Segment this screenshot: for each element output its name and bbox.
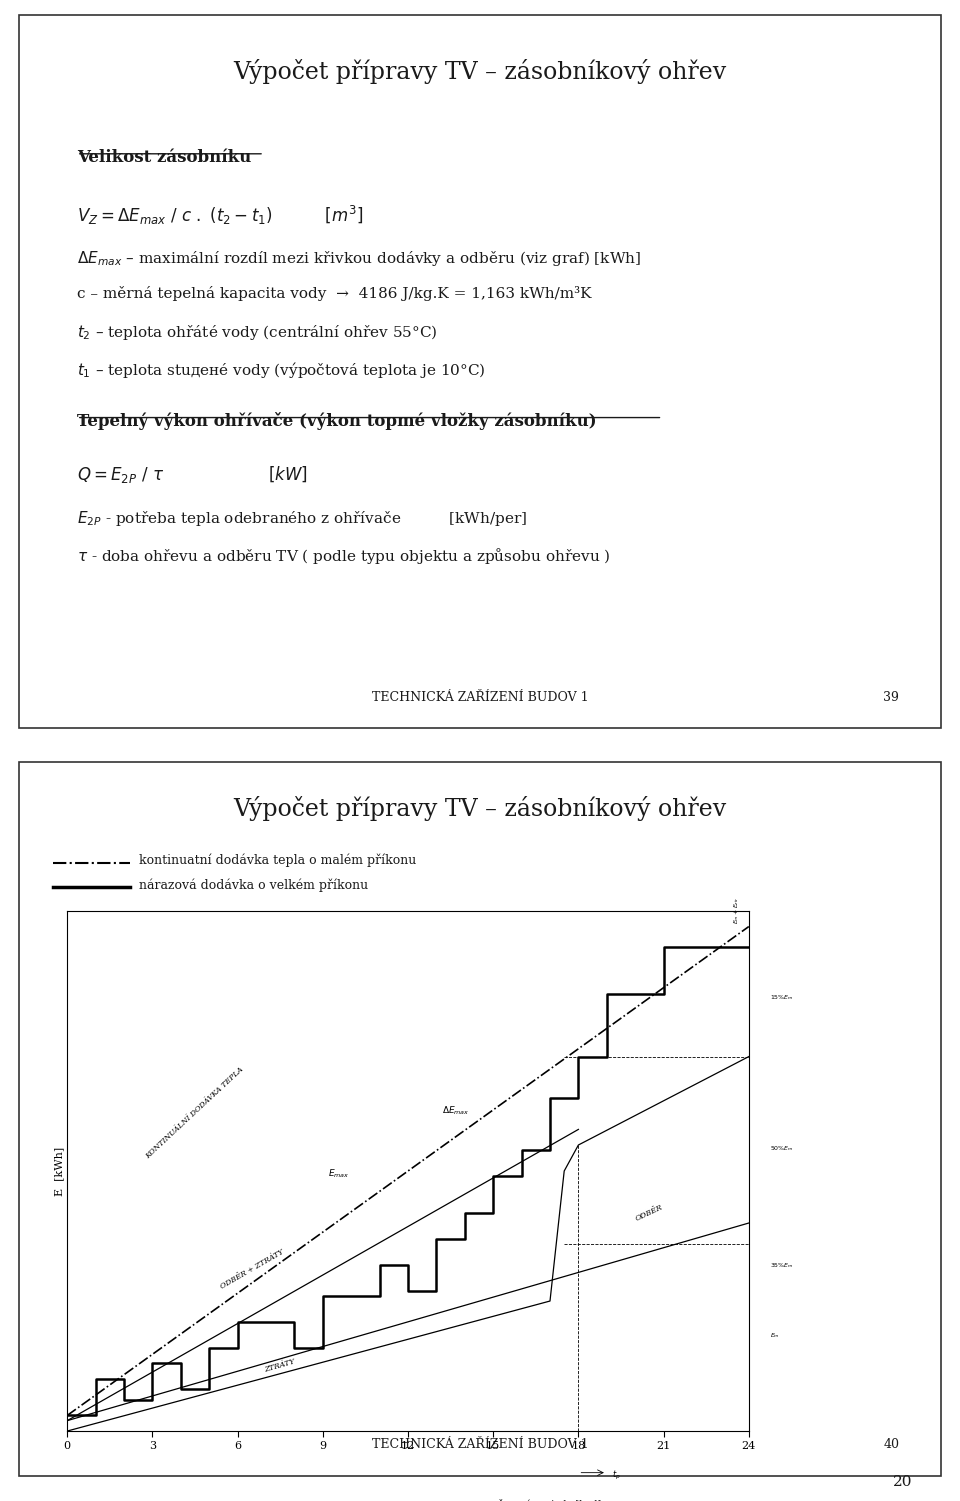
Text: $\Delta E_{max}$ – maximální rozdíl mezi křivkou dodávky a odběru (viz graf) [kW: $\Delta E_{max}$ – maximální rozdíl mezi… xyxy=(77,249,641,267)
Text: $\Delta E_{max}$: $\Delta E_{max}$ xyxy=(442,1105,469,1117)
Text: $E_m + E_{ztr}$: $E_m + E_{ztr}$ xyxy=(732,896,741,925)
Text: $t_1$ – teplota stuденé vody (výpočtová teplota je 10°C): $t_1$ – teplota stuденé vody (výpočtová … xyxy=(77,360,485,380)
Text: $t_p$: $t_p$ xyxy=(612,1469,621,1483)
Text: TECHNICKÁ ZAŘÍZENÍ BUDOV 1: TECHNICKÁ ZAŘÍZENÍ BUDOV 1 xyxy=(372,690,588,704)
Text: $15\%E_m$: $15\%E_m$ xyxy=(770,994,794,1003)
Text: c – měrná tepelná kapacita vody  →  4186 J/kg.K = 1,163 kWh/m³K: c – měrná tepelná kapacita vody → 4186 J… xyxy=(77,287,591,302)
Text: ZTRÁTY: ZTRÁTY xyxy=(264,1357,297,1373)
Text: $E_{max}$: $E_{max}$ xyxy=(328,1168,350,1180)
Text: $V_Z = \Delta E_{max}\ /\ c\ .\ (t_2 - t_1)$          $[m^3]$: $V_Z = \Delta E_{max}\ /\ c\ .\ (t_2 - t… xyxy=(77,204,363,228)
Text: ODBĚR: ODBĚR xyxy=(635,1204,664,1223)
Text: časová perioda [hod]: časová perioda [hod] xyxy=(498,1498,602,1501)
Text: $t_2$ – teplota ohřáté vody (centrální ohřev 55°C): $t_2$ – teplota ohřáté vody (centrální o… xyxy=(77,323,438,342)
Text: 39: 39 xyxy=(883,690,900,704)
Text: Tepelný výkon ohřívače (výkon topmé vložky zásobníku): Tepelný výkon ohřívače (výkon topmé vlož… xyxy=(77,413,596,431)
Text: ODBĚR + ZTRÁTY: ODBĚR + ZTRÁTY xyxy=(219,1247,285,1291)
Text: Výpočet přípravy TV – zásobníkový ohřev: Výpočet přípravy TV – zásobníkový ohřev xyxy=(233,796,727,821)
Text: $Q = E_{2P}\ /\ \tau$                    $[kW]$: $Q = E_{2P}\ /\ \tau$ $[kW]$ xyxy=(77,464,307,485)
Y-axis label: E  [kWh]: E [kWh] xyxy=(55,1147,64,1196)
Text: $\tau$ - doba ohřevu a odběru TV ( podle typu objektu a způsobu ohřevu ): $\tau$ - doba ohřevu a odběru TV ( podle… xyxy=(77,546,611,566)
Text: 40: 40 xyxy=(883,1438,900,1451)
Text: Velikost zásobníku: Velikost zásobníku xyxy=(77,149,252,165)
Text: TECHNICKÁ ZAŘÍZENÍ BUDOV 1: TECHNICKÁ ZAŘÍZENÍ BUDOV 1 xyxy=(372,1438,588,1451)
Text: $35\%E_m$: $35\%E_m$ xyxy=(770,1261,794,1270)
Text: $E_{2P}$ - potřeba tepla odebraného z ohřívače          [kWh/per]: $E_{2P}$ - potřeba tepla odebraného z oh… xyxy=(77,509,527,528)
Text: 20: 20 xyxy=(893,1475,912,1489)
Text: KONTINUÁLNÍ DODÁVKA TEPLA: KONTINUÁLNÍ DODÁVKA TEPLA xyxy=(144,1066,246,1160)
Text: $E_m$: $E_m$ xyxy=(770,1331,780,1340)
Text: nárazová dodávka o velkém příkonu: nárazová dodávka o velkém příkonu xyxy=(139,878,369,892)
Text: kontinuatní dodávka tepla o malém příkonu: kontinuatní dodávka tepla o malém příkon… xyxy=(139,854,417,868)
Text: $50\%E_m$: $50\%E_m$ xyxy=(770,1144,794,1153)
Text: Výpočet přípravy TV – zásobníkový ohřev: Výpočet přípravy TV – zásobníkový ohřev xyxy=(233,60,727,84)
